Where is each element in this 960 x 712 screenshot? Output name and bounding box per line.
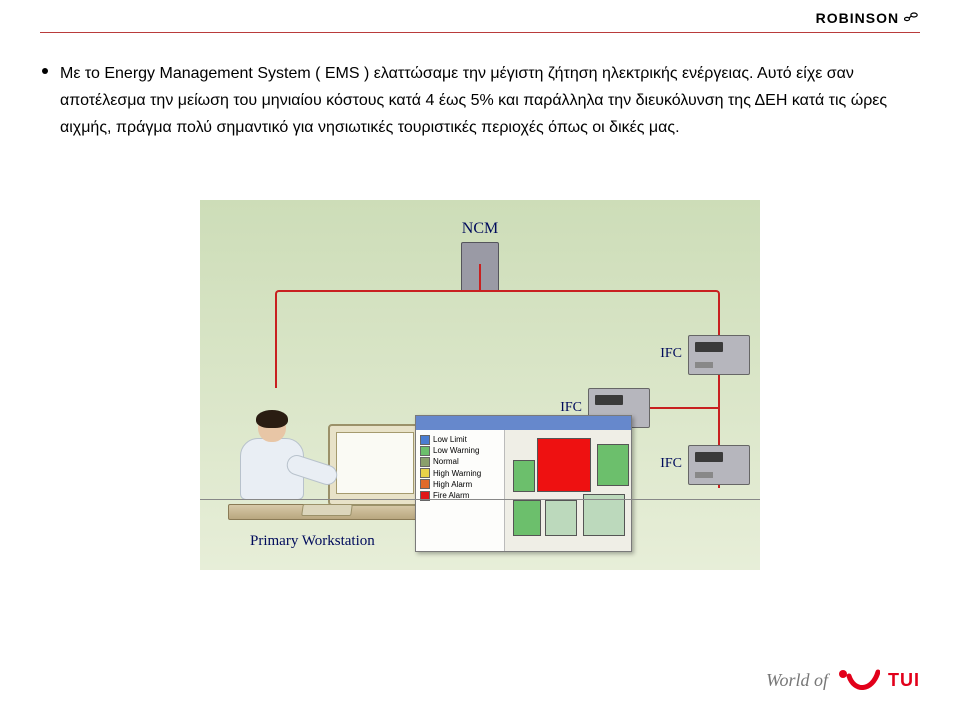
brand-logo-text: ROBINSON xyxy=(816,10,920,26)
floor-line xyxy=(200,499,760,500)
zone-block xyxy=(513,460,535,492)
operator xyxy=(232,412,310,508)
footer-tui-text: TUI xyxy=(888,670,920,691)
ifc-device xyxy=(688,335,750,375)
tui-logo-icon xyxy=(836,666,880,694)
legend-swatch xyxy=(420,435,430,445)
legend-row: Low Limit xyxy=(420,434,500,445)
footer-logo: World of TUI xyxy=(766,666,920,694)
workstation-label: Primary Workstation xyxy=(250,533,375,550)
ifc-label: IFC xyxy=(560,400,582,416)
ncm-label: NCM xyxy=(462,220,498,238)
legend-label: Low Warning xyxy=(433,445,479,456)
wire-segment xyxy=(650,407,718,409)
legend-label: Low Limit xyxy=(433,434,467,445)
legend-label: High Alarm xyxy=(433,479,472,490)
body-paragraph-region: Με το Energy Management System ( EMS ) ε… xyxy=(60,60,900,142)
ifc-label: IFC xyxy=(660,346,682,362)
paragraph-text: Με το Energy Management System ( EMS ) ε… xyxy=(60,65,887,136)
screen xyxy=(336,432,414,494)
header-divider xyxy=(40,32,920,33)
ifc-device xyxy=(688,445,750,485)
brand-name: ROBINSON xyxy=(816,10,899,26)
zone-block-alarm xyxy=(537,438,591,492)
zone-block xyxy=(583,494,625,536)
legend-row: Low Warning xyxy=(420,445,500,456)
bullet-icon xyxy=(42,68,48,74)
legend-row: Normal xyxy=(420,456,500,467)
wire-segment xyxy=(275,290,720,330)
legend-row: High Alarm xyxy=(420,479,500,490)
ems-network-figure: NCM IFC IFC IFC Low LimitLow WarningNorm… xyxy=(200,200,760,570)
legend-swatch xyxy=(420,446,430,456)
wire-segment xyxy=(479,264,481,290)
zone-block xyxy=(513,500,541,536)
ifc-label: IFC xyxy=(660,456,682,472)
zone-block xyxy=(545,500,577,536)
workstation xyxy=(228,375,433,530)
zone-block xyxy=(597,444,629,486)
legend-label: High Warning xyxy=(433,468,481,479)
monitor xyxy=(328,424,422,506)
brand-mark-icon xyxy=(904,10,920,24)
footer-text-prefix: World of xyxy=(766,670,828,691)
floorplan-diagram xyxy=(505,430,631,551)
window-titlebar xyxy=(416,416,631,430)
scada-window: Low LimitLow WarningNormalHigh WarningHi… xyxy=(415,415,632,552)
legend-label: Normal xyxy=(433,456,459,467)
legend-row: High Warning xyxy=(420,468,500,479)
legend-swatch xyxy=(420,457,430,467)
legend-swatch xyxy=(420,479,430,489)
legend-swatch xyxy=(420,468,430,478)
alarm-legend: Low LimitLow WarningNormalHigh WarningHi… xyxy=(416,430,505,551)
